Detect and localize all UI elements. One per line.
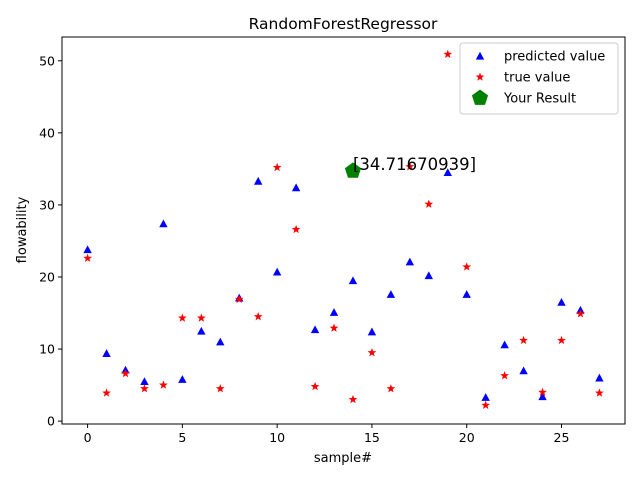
data-point: [140, 384, 149, 393]
data-point: [538, 392, 547, 401]
series-your-result: [344, 162, 362, 178]
legend-box: [459, 42, 619, 115]
data-point: [215, 384, 225, 393]
data-point: [481, 400, 491, 409]
data-point: [329, 323, 339, 332]
data-point: [424, 271, 434, 280]
y-tick-label: 20: [39, 269, 55, 284]
data-point: [557, 298, 566, 306]
plot-area-frame: [61, 36, 626, 425]
legend-item: true value: [475, 71, 570, 86]
annotation-label: [34.71670939]: [353, 155, 476, 174]
data-point: [500, 340, 509, 349]
legend-label: predicted value: [504, 50, 605, 65]
data-point: [272, 162, 282, 172]
x-axis: 0 5 10 15 20 25: [84, 424, 570, 445]
x-tick-label: 5: [178, 430, 186, 445]
legend-item: Your Result: [471, 89, 576, 107]
legend-label: true value: [504, 71, 570, 86]
x-axis-label: sample#: [314, 451, 372, 466]
data-point: [121, 368, 130, 378]
legend-marker: [475, 51, 485, 60]
chart-title: RandomForestRegressor: [249, 15, 438, 33]
legend-marker: [471, 89, 489, 105]
y-tick-label: 40: [39, 125, 55, 140]
data-point: [102, 349, 111, 357]
data-point: [348, 394, 358, 404]
x-tick-label: 25: [554, 430, 570, 445]
data-point: [595, 388, 604, 397]
data-point: [310, 381, 320, 391]
data-point: [481, 393, 490, 401]
data-point: [348, 276, 358, 285]
data-point: [576, 309, 585, 318]
x-tick-label: 15: [364, 430, 380, 445]
y-axis: 0 10 20 30 40 50: [39, 53, 62, 429]
data-point: [329, 308, 339, 316]
y-tick-label: 0: [47, 414, 55, 429]
data-point: [83, 253, 92, 262]
data-point: [344, 162, 362, 178]
y-tick-label: 30: [39, 197, 55, 212]
data-point: [538, 387, 547, 397]
legend-marker: [475, 72, 485, 81]
data-point: [367, 327, 377, 336]
data-point: [272, 267, 282, 276]
data-point: [291, 183, 301, 192]
y-axis-label: flowability: [15, 196, 30, 263]
data-point: [197, 326, 206, 335]
plot-marks: [34.71670939]: [83, 49, 604, 409]
data-point: [443, 49, 453, 59]
legend-label: Your Result: [503, 92, 576, 107]
y-tick-label: 50: [39, 53, 55, 68]
data-point: [159, 219, 168, 228]
data-point: [140, 377, 149, 386]
series-true-value: [83, 49, 604, 409]
data-point: [291, 224, 301, 234]
data-point: [310, 325, 320, 334]
data-point: [196, 313, 206, 322]
data-point: [159, 380, 168, 389]
data-point: [443, 168, 452, 177]
legend-item: predicted value: [475, 50, 605, 65]
data-point: [424, 199, 434, 208]
data-point: [500, 371, 509, 380]
data-point: [519, 366, 528, 375]
data-point: [102, 388, 111, 397]
data-point: [557, 335, 566, 345]
x-tick-label: 0: [84, 430, 92, 445]
data-point: [367, 348, 377, 357]
data-point: [519, 335, 528, 345]
data-point: [178, 375, 187, 383]
data-point: [178, 313, 187, 322]
x-tick-label: 10: [269, 430, 285, 445]
data-point: [386, 384, 396, 393]
x-tick-label: 20: [459, 430, 475, 445]
data-point: [83, 245, 92, 254]
y-tick-label: 10: [39, 342, 55, 357]
data-point: [405, 162, 415, 171]
data-point: [462, 262, 472, 271]
data-point: [234, 294, 244, 304]
series-predicted-value: [83, 168, 604, 401]
data-point: [595, 373, 604, 382]
data-point: [216, 337, 225, 346]
data-point: [253, 176, 263, 185]
data-point: [462, 290, 471, 298]
legend: predicted value true value Your Result: [459, 42, 619, 115]
data-point: [253, 312, 263, 321]
data-point: [405, 257, 415, 266]
data-point: [386, 290, 396, 298]
